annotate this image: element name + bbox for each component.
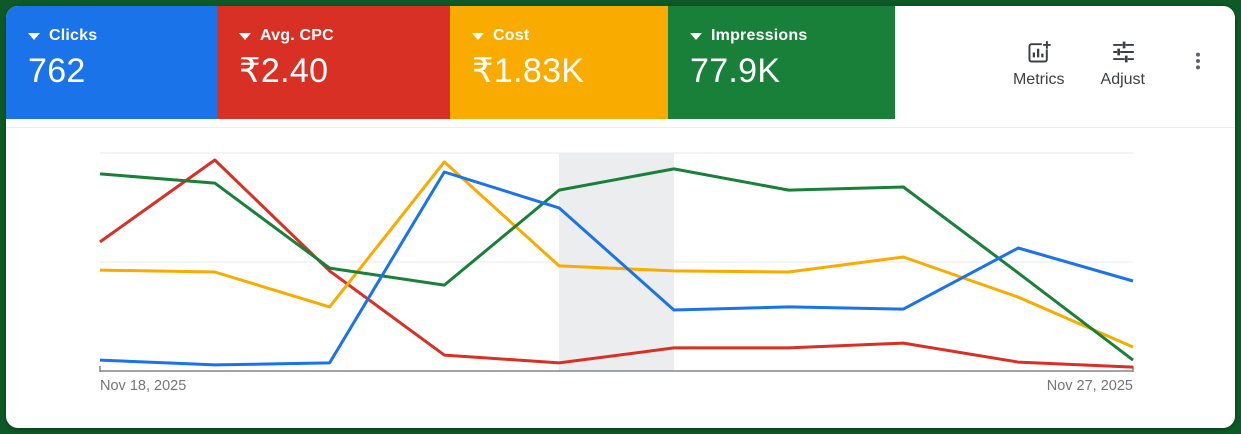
- metric-dropdown-arrow-icon[interactable]: [28, 32, 40, 40]
- metric-value: ₹2.40: [239, 52, 329, 90]
- performance-chart[interactable]: Nov 18, 2025 Nov 27, 2025: [6, 6, 1235, 428]
- performance-card: Nov 18, 2025 Nov 27, 2025 Clicks 762 Avg.…: [6, 6, 1235, 428]
- metric-value: 77.9K: [690, 52, 781, 90]
- x-axis-start-date: Nov 18, 2025: [100, 378, 186, 394]
- metrics-button-label: Metrics: [1012, 70, 1065, 88]
- metric-label-row: Cost: [472, 27, 668, 45]
- metric-label: Avg. CPC: [260, 27, 334, 44]
- series-line-impressions[interactable]: [99, 167, 1134, 362]
- metric-dropdown-arrow-icon[interactable]: [690, 32, 702, 40]
- scorecard-impressions[interactable]: Impressions 77.9K: [668, 6, 895, 119]
- chart-toolbar: Metrics: [895, 6, 1235, 119]
- metric-label: Impressions: [711, 27, 808, 44]
- metrics-button[interactable]: Metrics: [1013, 39, 1065, 89]
- metric-label-row: Avg. CPC: [239, 27, 450, 45]
- metric-label: Cost: [493, 27, 530, 44]
- metric-value: ₹1.83K: [472, 52, 585, 90]
- metric-dropdown-arrow-icon[interactable]: [239, 32, 251, 40]
- metric-dropdown-arrow-icon[interactable]: [472, 32, 484, 40]
- adjust-button[interactable]: Adjust: [1101, 39, 1145, 89]
- more-options-button[interactable]: [1183, 44, 1213, 81]
- metric-label: Clicks: [49, 27, 98, 44]
- add-chart-icon: [1026, 39, 1052, 65]
- tune-sliders-icon: [1110, 39, 1136, 65]
- series-line-avg-cpc[interactable]: [99, 158, 1134, 369]
- kebab-menu-icon: [1187, 52, 1209, 77]
- metric-label-row: Impressions: [690, 27, 895, 45]
- scorecard-clicks[interactable]: Clicks 762: [6, 6, 217, 119]
- adjust-button-label: Adjust: [1100, 70, 1145, 88]
- x-axis-end-date: Nov 27, 2025: [1047, 378, 1133, 394]
- scorecard-avg-cpc[interactable]: Avg. CPC ₹2.40: [217, 6, 450, 119]
- metric-label-row: Clicks: [28, 27, 217, 45]
- metric-value: 762: [28, 52, 86, 90]
- series-line-clicks[interactable]: [99, 170, 1134, 367]
- scorecard-cost[interactable]: Cost ₹1.83K: [450, 6, 668, 119]
- scorecard-header: Clicks 762 Avg. CPC ₹2.40 Cost ₹1.83K: [6, 6, 1235, 128]
